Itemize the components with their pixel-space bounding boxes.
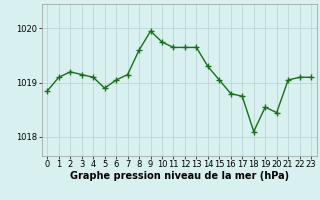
X-axis label: Graphe pression niveau de la mer (hPa): Graphe pression niveau de la mer (hPa)	[70, 171, 289, 181]
